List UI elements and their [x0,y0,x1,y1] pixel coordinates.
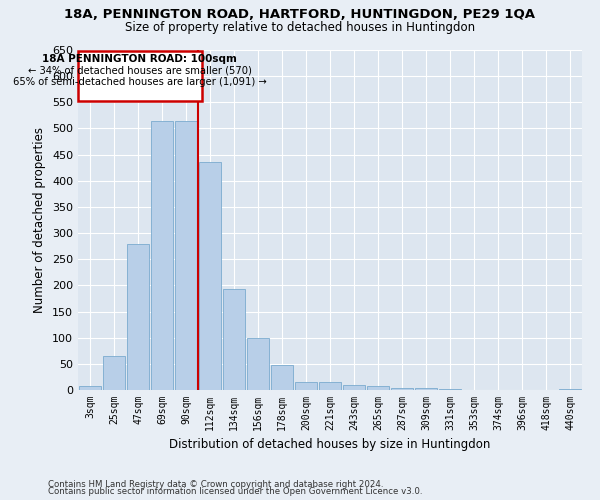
Bar [247,338,269,390]
Bar [559,389,581,390]
Text: ← 34% of detached houses are smaller (570): ← 34% of detached houses are smaller (57… [28,66,252,76]
Bar [319,382,341,390]
Bar [199,162,221,390]
Text: Size of property relative to detached houses in Huntingdon: Size of property relative to detached ho… [125,21,475,34]
Bar [391,388,413,390]
Text: 18A PENNINGTON ROAD: 100sqm: 18A PENNINGTON ROAD: 100sqm [43,54,237,64]
Bar [103,356,125,390]
Bar [223,289,245,390]
Bar [415,388,437,390]
Text: Contains public sector information licensed under the Open Government Licence v3: Contains public sector information licen… [48,487,422,496]
Bar [295,382,317,390]
Text: Contains HM Land Registry data © Crown copyright and database right 2024.: Contains HM Land Registry data © Crown c… [48,480,383,489]
Bar [151,120,173,390]
Bar [343,385,365,390]
Text: 65% of semi-detached houses are larger (1,091) →: 65% of semi-detached houses are larger (… [13,78,266,88]
FancyBboxPatch shape [78,51,202,100]
X-axis label: Distribution of detached houses by size in Huntingdon: Distribution of detached houses by size … [169,438,491,452]
Bar [175,120,197,390]
Bar [271,365,293,390]
Bar [367,386,389,390]
Y-axis label: Number of detached properties: Number of detached properties [34,127,46,313]
Text: 18A, PENNINGTON ROAD, HARTFORD, HUNTINGDON, PE29 1QA: 18A, PENNINGTON ROAD, HARTFORD, HUNTINGD… [65,8,536,20]
Bar [127,244,149,390]
Bar [79,386,101,390]
